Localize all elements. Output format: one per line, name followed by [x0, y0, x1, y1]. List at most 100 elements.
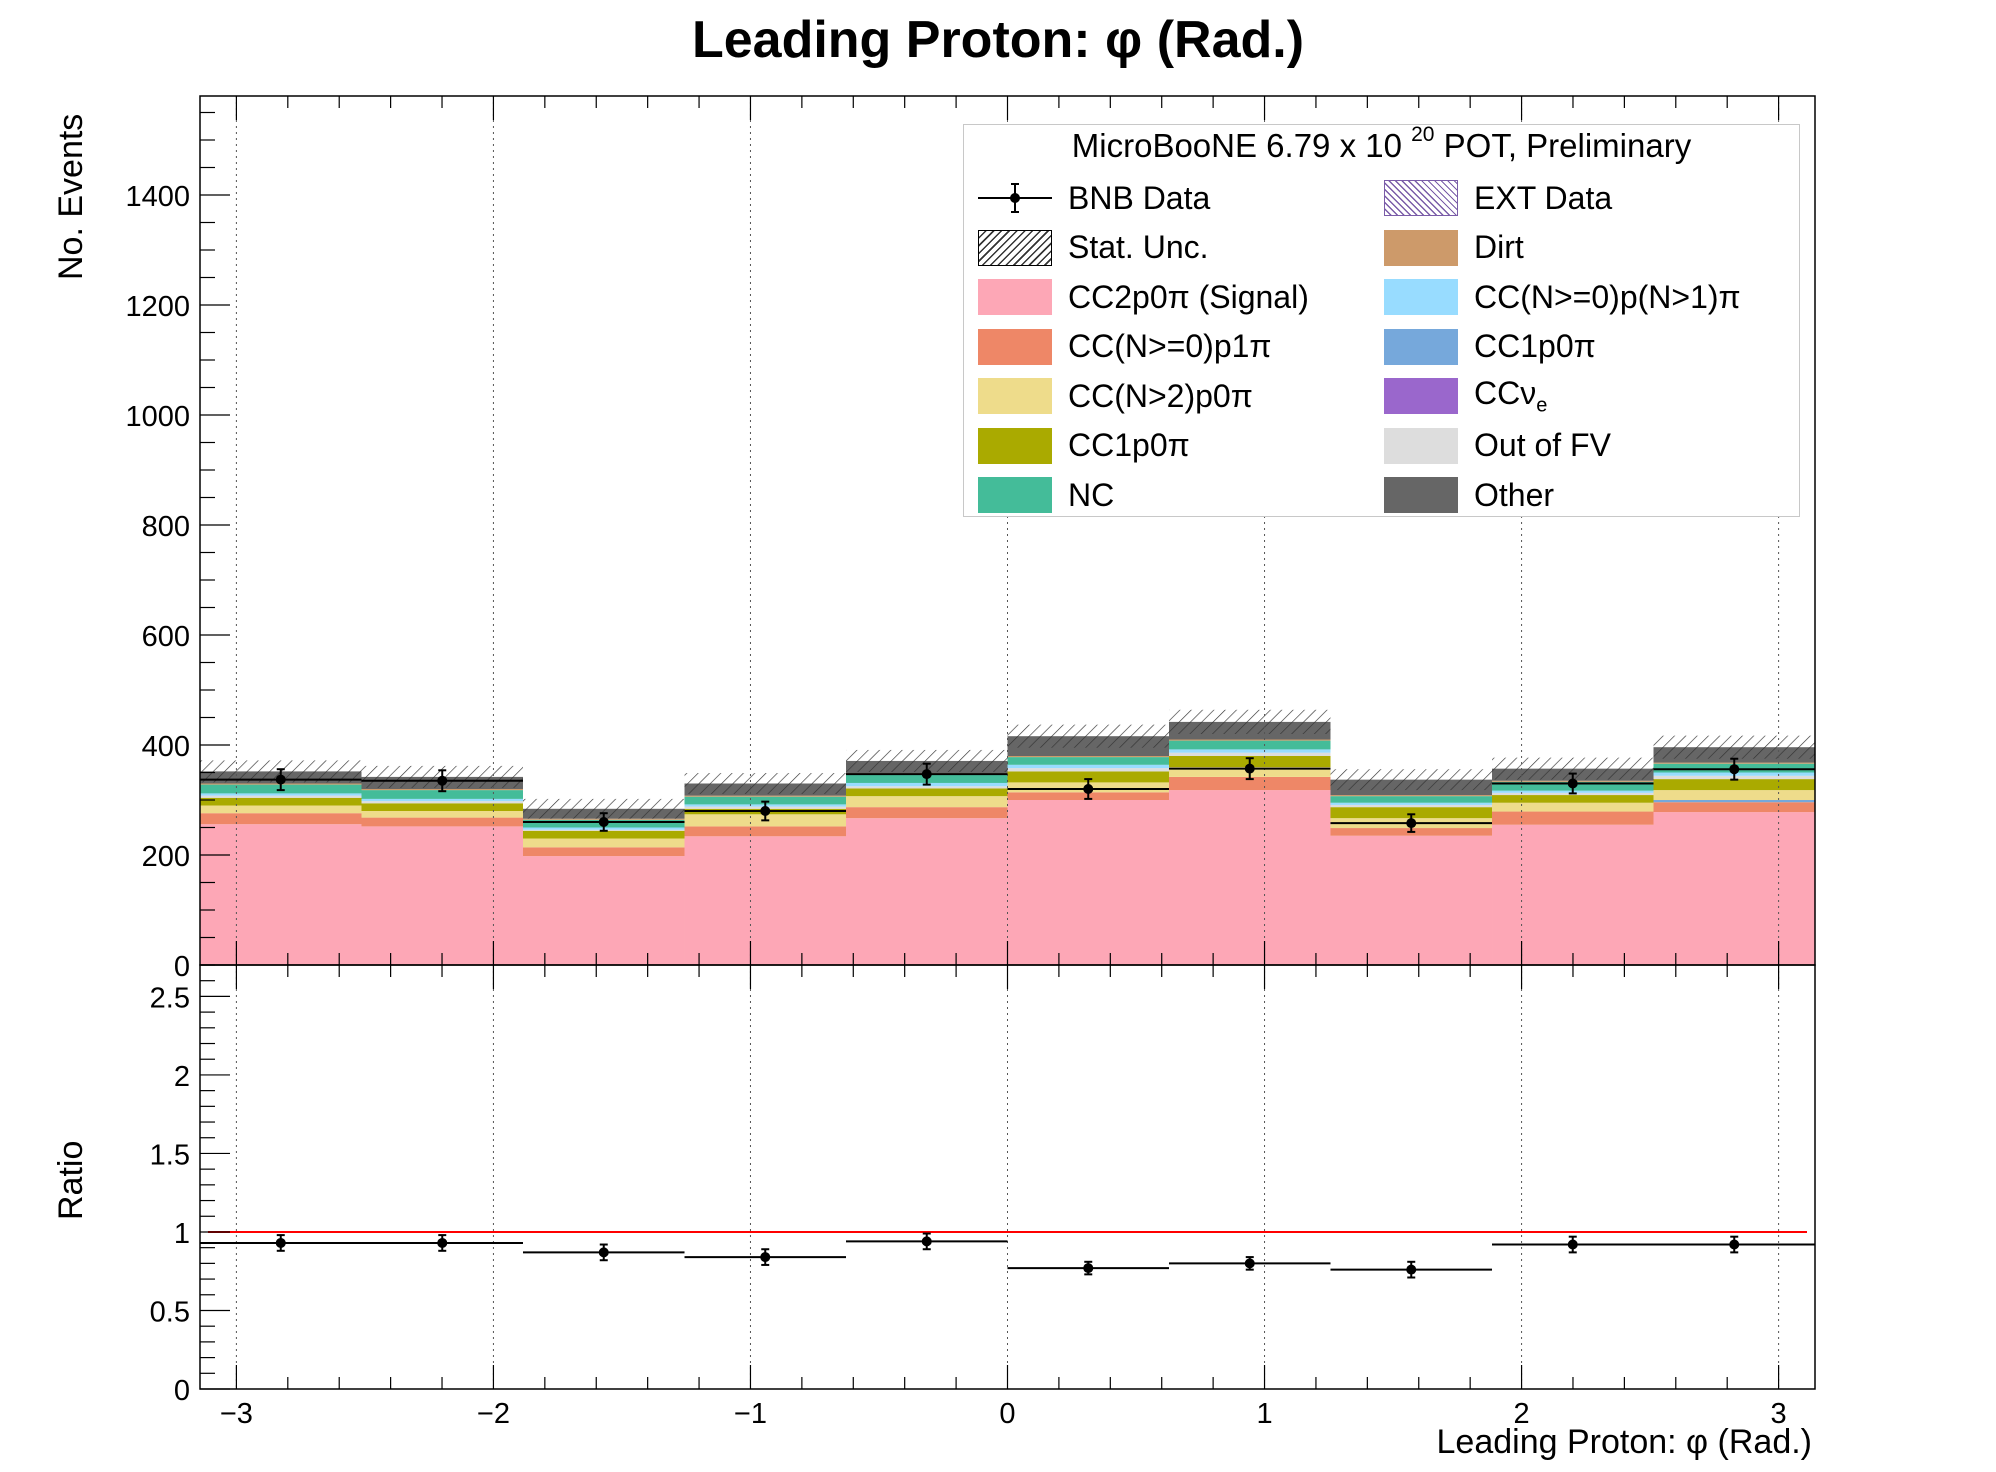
stack-bar-4-8 — [1492, 795, 1654, 803]
data-point-6 — [1244, 763, 1255, 774]
bottom-ytick-label-4: 2 — [174, 1061, 190, 1093]
bottom-ytick-label-5: 2.5 — [150, 982, 190, 1014]
stack-bar-1-6 — [1168, 776, 1331, 791]
stack-bar-8-7 — [1330, 795, 1493, 797]
ratio-point-5 — [1083, 1263, 1094, 1274]
legend-item: Out of FV — [1384, 427, 1611, 465]
legend-item: NC — [978, 476, 1114, 514]
top-panel: 0 200 400 600 800 1000 1200 1400 — [125, 95, 1816, 983]
legend-label: CC1p0π — [1474, 328, 1596, 364]
stack-bar-4-9 — [1653, 779, 1815, 791]
bottom-x-ticks: −3 −2 −1 0 1 2 3 — [220, 965, 1787, 1430]
stack-bar-7-7 — [1330, 796, 1493, 803]
stat-unc-band-4 — [846, 749, 1008, 772]
stack-bar-0-0 — [200, 824, 362, 965]
legend-swatch — [1384, 279, 1458, 315]
stack-bar-0-9 — [1653, 812, 1815, 965]
legend-swatch — [978, 378, 1052, 414]
top-ytick-label-6: 1200 — [125, 291, 190, 323]
bottom-xtick-label-5: 2 — [1513, 1398, 1529, 1430]
bottom-xtick-label-6: 3 — [1771, 1398, 1787, 1430]
bottom-xtick-label-1: −2 — [477, 1398, 510, 1430]
stack-bar-1-8 — [1492, 811, 1654, 825]
stat-unc-band-2 — [522, 798, 685, 819]
legend-header: MicroBooNE 6.79 x 10 20 POT, Preliminary — [964, 123, 1799, 165]
legend-swatch — [1384, 328, 1458, 365]
stack-bar-0-1 — [361, 826, 523, 965]
top-y-axis-label: No. Events — [52, 113, 90, 280]
stack-bar-4-5 — [1007, 771, 1169, 783]
ratio-point-4 — [921, 1236, 932, 1247]
stack-bar-5-4 — [846, 786, 1008, 789]
legend-label: CCνe — [1474, 374, 1548, 417]
data-point-9 — [1729, 764, 1740, 775]
bnb-data-points — [200, 757, 1815, 833]
stack-bar-7-5 — [1007, 757, 1169, 765]
stat-unc-band-6 — [1168, 709, 1331, 734]
stat-unc-band-8 — [1492, 757, 1654, 780]
top-ytick-label-1: 200 — [142, 841, 190, 873]
legend-label: Dirt — [1474, 229, 1524, 265]
legend-header-prefix: MicroBooNE 6.79 x 10 — [1071, 127, 1402, 164]
ratio-point-0 — [275, 1237, 286, 1248]
series-2 — [1653, 800, 1815, 803]
stack-bar-0-4 — [846, 818, 1008, 965]
legend-label: CC2p0π (Signal) — [1068, 278, 1309, 315]
data-point-1 — [437, 775, 448, 786]
legend-label: NC — [1068, 476, 1115, 513]
stack-bar-7-1 — [361, 790, 523, 799]
stack-bar-5-5 — [1007, 768, 1169, 772]
legend-item: CC(N>=0)p(N>1)π — [1384, 278, 1741, 316]
data-point-4 — [921, 769, 932, 780]
legend-item: Dirt — [1384, 229, 1524, 267]
top-ytick-label-3: 600 — [142, 621, 190, 653]
bottom-xtick-label-2: −1 — [734, 1398, 767, 1430]
legend-item: CC(N>=0)p1π — [978, 328, 1271, 366]
stack-bar-5-6 — [1168, 752, 1331, 756]
stack-bar-4-4 — [846, 788, 1008, 797]
stack-bar-1-0 — [200, 813, 362, 825]
bottom-ytick-label-2: 1 — [174, 1218, 190, 1250]
stat-unc-band-3 — [684, 773, 847, 794]
top-ytick-label-4: 800 — [142, 511, 190, 543]
legend-label: CC(N>=0)p1π — [1068, 328, 1272, 364]
stat-unc-band-7 — [1330, 769, 1493, 791]
bottom-panel: 0 0.5 1 1.5 2 2.5 −3 −2 −1 0 1 2 3 — [150, 964, 1816, 1430]
stack-bar-1-9 — [1653, 802, 1815, 813]
legend-item: BNB Data — [978, 179, 1210, 217]
stack-bar-3-4 — [846, 796, 1008, 808]
x-axis-label: Leading Proton: φ (Rad.) — [1436, 1423, 1812, 1461]
legend-swatch — [978, 427, 1052, 464]
stack-bar-2-9 — [1653, 800, 1815, 803]
legend-swatch — [978, 229, 1052, 266]
top-y-ticks: 0 200 400 600 800 1000 1200 1400 — [125, 111, 230, 983]
stack-bar-5-7 — [1330, 804, 1493, 808]
legend-swatch — [1384, 180, 1458, 216]
legend-label: CC1p0π — [1068, 427, 1190, 463]
top-ytick-label-5: 1000 — [125, 401, 190, 433]
ratio-point-9 — [1729, 1239, 1740, 1250]
legend-label: EXT Data — [1474, 179, 1613, 216]
stack-bar-8-3 — [684, 795, 847, 797]
top-ytick-label-2: 400 — [142, 731, 190, 763]
stack-bar-6-7 — [1330, 802, 1493, 805]
stack-bar-1-3 — [684, 826, 847, 837]
bottom-grid — [235, 965, 1780, 1389]
stack-bar-3-9 — [1653, 790, 1815, 800]
bottom-xtick-label-4: 1 — [1256, 1398, 1272, 1430]
stack-bar-0-5 — [1007, 800, 1169, 965]
stack-bar-0-7 — [1330, 835, 1493, 965]
stack-bar-6-5 — [1007, 764, 1169, 769]
bottom-ytick-label-0: 0 — [174, 1375, 190, 1407]
stack-bar-4-0 — [200, 797, 362, 806]
stack-bar-5-1 — [361, 801, 523, 804]
ratio-point-1 — [437, 1237, 448, 1248]
stack-bar-5-0 — [200, 795, 362, 798]
legend-item: CC1p0π — [1384, 328, 1596, 366]
data-point-3 — [760, 806, 771, 816]
legend-header-exponent: 20 — [1411, 123, 1435, 146]
stack-bar-3-2 — [522, 838, 685, 848]
legend-item: Other — [1384, 476, 1554, 514]
ratio-point-6 — [1244, 1258, 1255, 1269]
